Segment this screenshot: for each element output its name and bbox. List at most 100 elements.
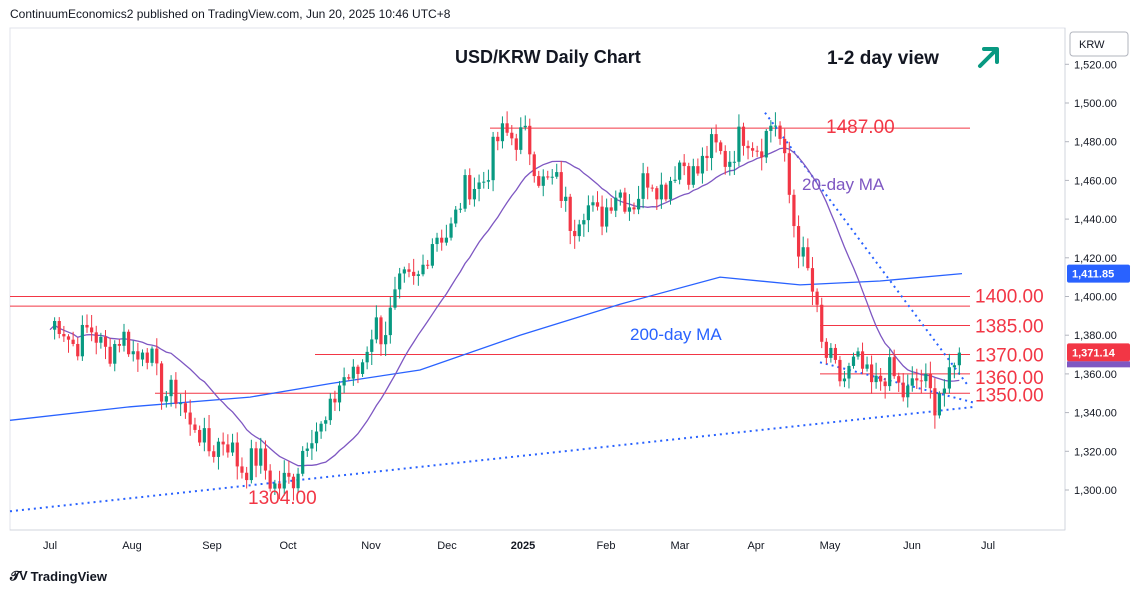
price-chart[interactable]: 1487.00 1400.00 1385.00 1370.001360.001350.… (0, 0, 1143, 560)
candle-body (193, 424, 197, 430)
candle-body (273, 483, 277, 489)
candle-body (221, 441, 225, 445)
candle-body (559, 172, 563, 201)
publisher-header: ContinuumEconomics2 published on Trading… (10, 7, 451, 21)
candle-body (324, 420, 328, 424)
candle-body (586, 205, 590, 221)
candle-body (207, 428, 211, 452)
candle-body (94, 332, 98, 343)
candle-body (728, 161, 732, 167)
candle-body (421, 264, 425, 275)
y-tick-label: 1,380.00 (1074, 330, 1117, 342)
candle-body (216, 441, 221, 457)
candle-body (301, 450, 305, 474)
candle-body (291, 476, 296, 489)
chart-grid (9, 27, 1066, 531)
candle-body (202, 428, 206, 443)
candle-body (449, 223, 453, 238)
y-tick-label: 1,460.00 (1074, 175, 1117, 187)
candle-body (600, 206, 604, 227)
candle-body (430, 244, 434, 266)
candle-body (296, 473, 300, 489)
candle-body (764, 130, 768, 158)
candle-body (117, 344, 121, 346)
candle-body (337, 385, 342, 403)
candle-body (937, 393, 942, 416)
level-label: 1400.00 (975, 287, 1044, 308)
candle-body (541, 176, 545, 186)
candle-body (714, 134, 718, 143)
candle-body (618, 192, 622, 198)
candle-body (705, 155, 709, 159)
y-tick-label: 1,500.00 (1074, 98, 1117, 110)
candle-body (259, 448, 263, 466)
candle-body (842, 378, 847, 382)
candle-body (254, 448, 258, 466)
x-tick-label: Jul (43, 540, 57, 552)
candle-body (682, 162, 686, 167)
candle-body (883, 381, 887, 387)
candle-body (463, 175, 467, 209)
candle-body (159, 363, 164, 402)
candle-body (519, 127, 523, 150)
ma200-path (9, 272, 963, 421)
candle-body (528, 125, 532, 155)
candle-body (103, 336, 108, 347)
candle-body (824, 341, 828, 358)
candle-body (523, 125, 527, 128)
candle-body (230, 442, 235, 453)
currency-label: KRW (1079, 39, 1105, 51)
candle-body (860, 351, 865, 369)
candle-body (919, 380, 923, 382)
candle-body (636, 198, 641, 210)
candle-body (188, 412, 192, 425)
candle-body (869, 364, 874, 383)
x-tick-label: Sep (202, 540, 222, 552)
candle-body (664, 184, 668, 200)
x-tick-label: Oct (279, 540, 296, 552)
candle-body (833, 347, 838, 360)
long-term-support-trendline (9, 405, 976, 513)
candle-body (892, 357, 896, 377)
candle-body (62, 334, 66, 337)
candle-body (773, 125, 778, 127)
candle-body (719, 142, 723, 151)
chart-title: USD/KRW Daily Chart (455, 47, 641, 67)
candle-body (468, 175, 472, 200)
candle-body (673, 179, 677, 181)
candle-body (416, 274, 420, 276)
candle-body (482, 181, 486, 183)
price-axis: 1,300.00 1,320.00 1,340.00 1,360.00 1,380.00… (1065, 31, 1130, 497)
candle-body (760, 151, 764, 158)
candle-body (122, 331, 126, 346)
candle-body (655, 188, 659, 200)
candle-body (150, 348, 154, 363)
x-tick-label: Apr (747, 540, 764, 552)
y-tick-label: 1,400.00 (1074, 292, 1117, 304)
candle-body (510, 132, 514, 139)
candle-body (164, 396, 168, 402)
candle-body (723, 150, 727, 167)
candle-body (71, 339, 75, 344)
trendlines (9, 112, 976, 513)
ma20-annotation: 20-day MA (802, 175, 885, 194)
candle-body (226, 444, 230, 453)
footer-brand[interactable]: 𝓣V TradingView (10, 568, 107, 584)
candle-body (915, 378, 919, 381)
last-price-badge-bg (1067, 343, 1130, 362)
candle-body (155, 348, 159, 364)
candle-body (691, 166, 695, 185)
candle-body (370, 339, 374, 352)
candle-body (564, 196, 568, 201)
candle-body (595, 202, 600, 207)
low-label: 1304.00 (248, 488, 317, 509)
candle-body (769, 125, 773, 131)
candle-body (374, 317, 378, 340)
x-tick-label: Feb (597, 540, 616, 552)
view-label: 1-2 day view (827, 48, 939, 69)
candle-body (582, 220, 586, 225)
candle-body (136, 351, 140, 360)
candle-body (605, 207, 609, 227)
candle-body (249, 448, 253, 481)
candle-body (80, 324, 84, 357)
